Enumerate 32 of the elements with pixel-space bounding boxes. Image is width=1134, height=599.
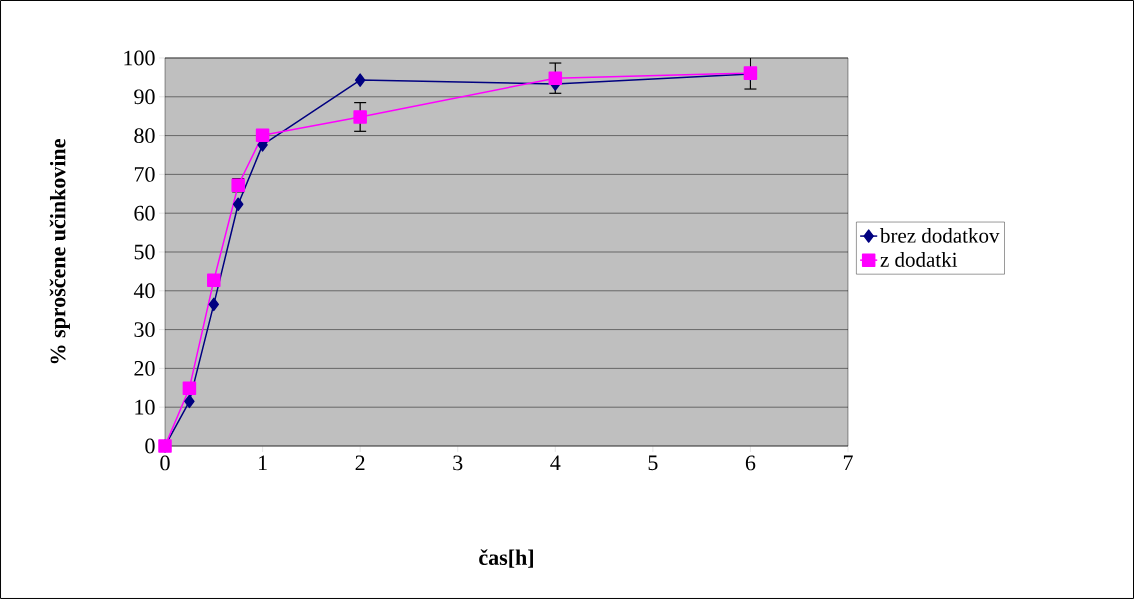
x-tick-label: 7 bbox=[843, 455, 853, 470]
x-tick-label: 6 bbox=[745, 455, 756, 471]
x-tick-label: 1 bbox=[259, 455, 267, 471]
point bbox=[232, 197, 244, 212]
x-tick-label: 0 bbox=[160, 455, 170, 471]
point bbox=[208, 297, 220, 312]
point bbox=[182, 381, 197, 395]
y-tick-label: 50 bbox=[134, 244, 155, 260]
y-tick-label: 60 bbox=[134, 205, 155, 221]
y-tick-label: 80 bbox=[134, 128, 155, 144]
point bbox=[184, 394, 195, 409]
point bbox=[207, 273, 221, 288]
y-tick-label: 100 bbox=[124, 50, 155, 66]
x-axis-title: čas[h] bbox=[479, 549, 533, 568]
point bbox=[548, 71, 563, 85]
point bbox=[255, 128, 270, 142]
y-tick-label: 70 bbox=[134, 166, 155, 182]
x-tick-label: 2 bbox=[355, 455, 365, 471]
x-tick-label: 3 bbox=[453, 455, 463, 471]
legend-label: z dodatki bbox=[880, 252, 958, 267]
y-tick-label: 90 bbox=[134, 89, 155, 105]
y-tick-label: 10 bbox=[135, 399, 155, 415]
point bbox=[353, 110, 367, 124]
y-tick-label: 30 bbox=[134, 322, 155, 338]
legend-label: brez dodatkov bbox=[879, 228, 1000, 243]
x-tick-label: 5 bbox=[648, 455, 658, 471]
y-tick-label: 20 bbox=[134, 360, 155, 376]
y-tick-label: 0 bbox=[145, 438, 155, 454]
y-tick-label: 40 bbox=[133, 283, 155, 299]
y-axis-title: % sproščene učinkovine bbox=[49, 139, 70, 364]
x-tick-label: 4 bbox=[550, 455, 561, 470]
point bbox=[354, 73, 366, 87]
